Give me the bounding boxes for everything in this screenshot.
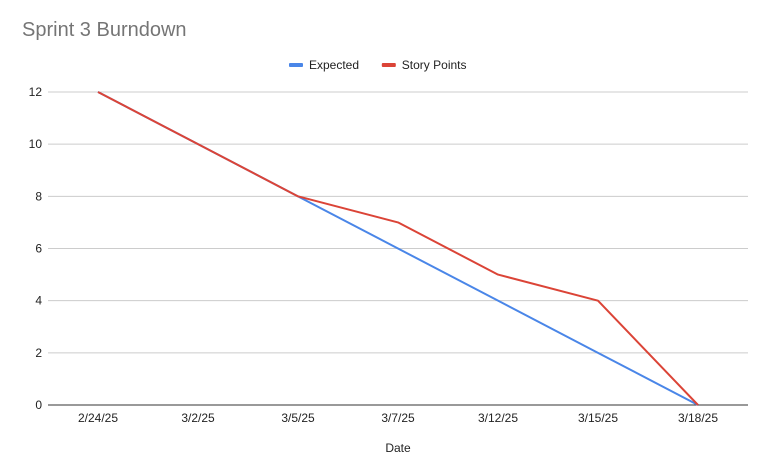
x-tick-label: 3/2/25 <box>181 411 215 425</box>
x-axis-title: Date <box>385 441 411 455</box>
y-axis-ticks: 0 2 4 6 8 10 12 <box>29 85 43 412</box>
legend-item: Expected <box>289 58 359 72</box>
legend: Expected Story Points <box>289 58 467 72</box>
y-tick-label: 8 <box>35 189 42 203</box>
legend-swatch <box>381 63 396 67</box>
chart-title: Sprint 3 Burndown <box>22 19 187 41</box>
y-tick-label: 10 <box>29 137 43 151</box>
series-line-story-points <box>97 91 699 406</box>
y-tick-label: 0 <box>35 398 42 412</box>
legend-label: Expected <box>309 58 359 72</box>
y-tick-label: 12 <box>29 85 43 99</box>
y-tick-label: 4 <box>35 294 42 308</box>
legend-item: Story Points <box>381 58 467 72</box>
x-tick-label: 2/24/25 <box>78 411 118 425</box>
legend-swatch <box>289 63 303 67</box>
y-tick-label: 6 <box>35 242 42 256</box>
x-axis-ticks: 2/24/25 3/2/25 3/5/25 3/7/25 3/12/25 3/15/25 3… <box>78 411 718 425</box>
x-tick-label: 3/12/25 <box>478 411 518 425</box>
y-tick-label: 2 <box>35 346 42 360</box>
x-tick-label: 3/7/25 <box>381 411 415 425</box>
x-tick-label: 3/15/25 <box>578 411 618 425</box>
series-lines <box>97 91 699 406</box>
x-tick-label: 3/5/25 <box>281 411 315 425</box>
x-tick-label: 3/18/25 <box>678 411 718 425</box>
legend-label: Story Points <box>402 58 467 72</box>
